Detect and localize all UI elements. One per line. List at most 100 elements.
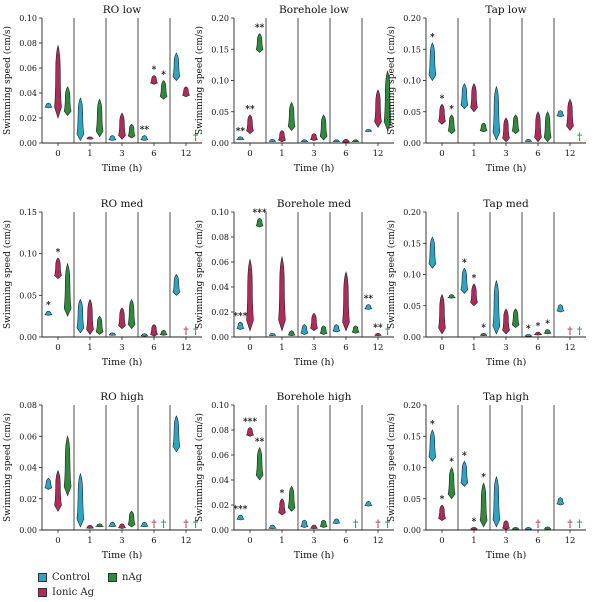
y-tick-label: 0.10 xyxy=(211,401,229,410)
y-tick-label: 0.10 xyxy=(211,77,229,86)
violin-control xyxy=(172,415,181,453)
y-tick-label: 0.02 xyxy=(19,495,37,504)
panel-title: Borehole high xyxy=(277,391,352,403)
violin-ionic-ag xyxy=(118,112,126,140)
significance-marker: * xyxy=(449,458,454,468)
x-tick-label: 12 xyxy=(565,343,576,353)
panel-title: Borehole med xyxy=(277,198,351,210)
significance-marker: † xyxy=(151,519,156,530)
x-axis-label: Time (h) xyxy=(294,357,335,368)
violin-ionic-ag xyxy=(85,525,95,529)
y-axis-label: Swimming speed (cm/s) xyxy=(194,26,205,135)
x-axis-label: Time (h) xyxy=(486,357,527,368)
x-tick-label: 1 xyxy=(471,536,476,546)
violin-ionic-ag xyxy=(246,258,254,332)
panel-title: Tap high xyxy=(483,391,529,403)
violin-ionic-ag xyxy=(438,504,446,521)
violin-nag xyxy=(159,330,168,336)
violin-ionic-ag xyxy=(86,298,94,336)
y-tick-label: 0.04 xyxy=(211,283,229,292)
violin-nag xyxy=(479,122,488,133)
legend-swatch-nag xyxy=(108,573,117,582)
x-tick-label: 1 xyxy=(279,149,284,159)
violin-control xyxy=(332,139,340,143)
y-tick-label: 0.05 xyxy=(211,108,229,117)
violin-control xyxy=(364,500,373,507)
violin-nag xyxy=(543,329,552,335)
violin-ionic-ag xyxy=(54,469,62,512)
violin-control xyxy=(460,83,469,110)
panel-title: Borehole low xyxy=(279,4,349,16)
significance-marker: * xyxy=(462,258,467,268)
violin-nag xyxy=(511,308,520,329)
x-tick-label: 3 xyxy=(311,536,316,546)
violin-control xyxy=(460,267,469,294)
violin-control xyxy=(428,429,437,462)
x-tick-label: 1 xyxy=(279,536,284,546)
violin-nag xyxy=(447,294,456,299)
violin-control xyxy=(76,298,85,334)
violin-ionic-ag xyxy=(502,117,510,143)
y-axis-label: Swimming speed (cm/s) xyxy=(194,413,205,522)
violin-nag xyxy=(255,217,264,228)
violin-ionic-ag xyxy=(374,89,382,128)
violin-nag xyxy=(63,86,72,116)
violin-nag xyxy=(480,332,488,337)
x-tick-label: 12 xyxy=(181,536,192,546)
violin-nag xyxy=(319,519,328,528)
violin-nag xyxy=(95,315,104,335)
violin-nag xyxy=(127,510,136,528)
legend-label-control: Control xyxy=(52,572,91,583)
significance-marker: † xyxy=(577,132,582,143)
y-tick-label: 0.15 xyxy=(211,45,229,54)
significance-marker: † xyxy=(353,519,358,530)
x-tick-label: 1 xyxy=(471,149,476,159)
violin-ionic-ag xyxy=(118,307,126,330)
y-tick-label: 0.00 xyxy=(403,526,421,535)
violin-nag xyxy=(63,435,72,497)
significance-marker: ** xyxy=(245,105,255,115)
y-tick-label: 0.05 xyxy=(403,302,421,311)
violin-ionic-ag xyxy=(470,527,478,530)
significance-marker: † xyxy=(535,519,540,530)
violin-ionic-ag xyxy=(534,111,542,143)
x-tick-label: 6 xyxy=(151,343,156,353)
legend: Control nAg Ionic Ag xyxy=(38,572,238,600)
x-axis-label: Time (h) xyxy=(102,357,143,368)
y-tick-label: 0.06 xyxy=(19,64,37,73)
x-tick-label: 3 xyxy=(119,343,124,353)
x-tick-label: 0 xyxy=(55,149,60,159)
y-tick-label: 0.08 xyxy=(211,233,229,242)
significance-marker: * xyxy=(462,451,467,461)
violin-nag xyxy=(447,466,456,500)
violin-control xyxy=(300,139,308,143)
violin-ionic-ag xyxy=(117,523,127,529)
violin-control xyxy=(492,85,501,141)
significance-marker: † xyxy=(183,326,188,337)
violin-control xyxy=(140,135,149,141)
x-tick-label: 0 xyxy=(247,536,252,546)
y-tick-label: 0.02 xyxy=(19,114,37,123)
y-axis-label: Swimming speed (cm/s) xyxy=(194,220,205,329)
violin-control xyxy=(44,478,53,490)
violin-control xyxy=(108,332,116,336)
y-tick-label: 0.00 xyxy=(211,333,229,342)
y-tick-label: 0.10 xyxy=(403,464,421,473)
violin-control xyxy=(44,310,53,316)
y-tick-label: 0.05 xyxy=(19,291,37,300)
x-tick-label: 6 xyxy=(343,149,348,159)
violin-control xyxy=(44,102,53,109)
violin-ionic-ag xyxy=(182,86,190,98)
violin-control xyxy=(140,521,149,528)
significance-marker: † xyxy=(567,326,572,337)
violin-nag xyxy=(512,527,520,530)
violin-control xyxy=(76,97,85,142)
panel-title: RO med xyxy=(101,198,144,210)
y-tick-label: 0.08 xyxy=(19,39,37,48)
significance-marker: *** xyxy=(233,505,247,515)
x-tick-label: 1 xyxy=(471,343,476,353)
significance-marker: † xyxy=(161,519,166,530)
y-tick-label: 0.04 xyxy=(19,89,37,98)
y-tick-label: 0.00 xyxy=(403,333,421,342)
